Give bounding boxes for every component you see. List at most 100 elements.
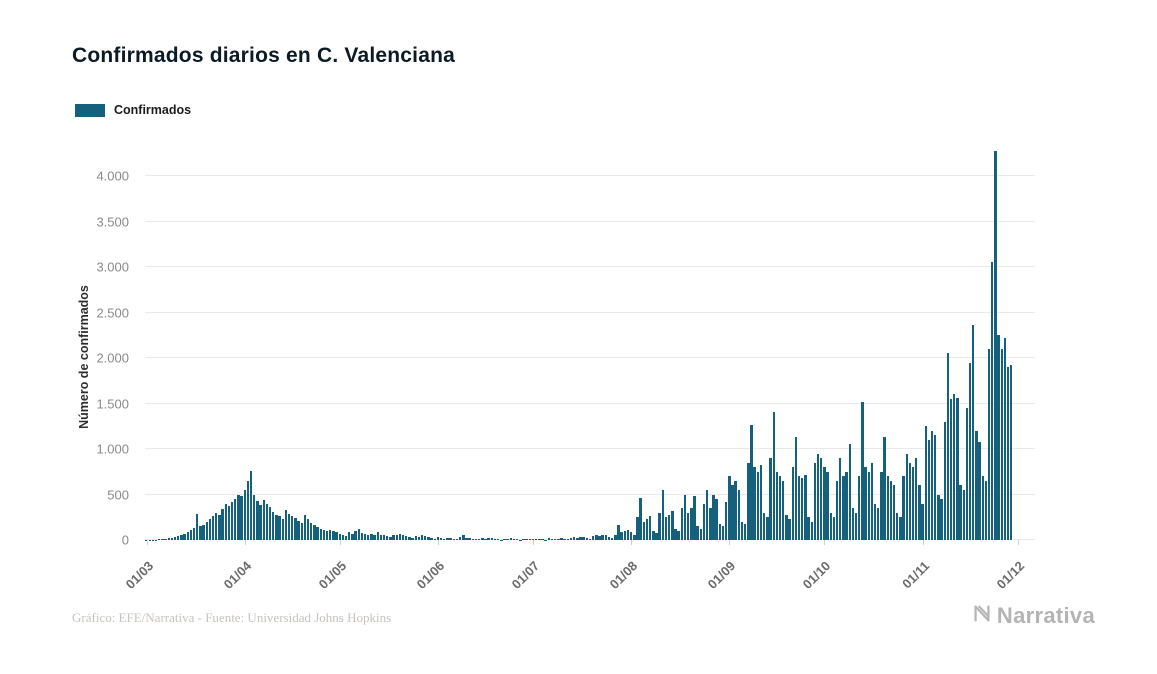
bar <box>709 508 712 540</box>
bar <box>221 509 224 540</box>
gridline <box>145 311 1035 313</box>
y-tick-label: 2.500 <box>96 305 129 321</box>
bar <box>291 516 294 540</box>
bar <box>278 516 281 540</box>
bar <box>623 530 627 540</box>
bar <box>332 530 335 540</box>
brand-name: Narrativa <box>996 602 1095 628</box>
bar <box>956 398 959 540</box>
bar <box>414 536 417 540</box>
bar <box>759 465 763 540</box>
x-tick-mark <box>146 540 148 545</box>
bar <box>401 534 405 540</box>
bar <box>813 462 817 540</box>
bar <box>655 532 658 540</box>
bar <box>645 519 649 540</box>
bar <box>563 539 566 540</box>
bar <box>642 521 646 540</box>
bar <box>576 537 579 540</box>
bar <box>965 408 969 540</box>
bar <box>699 529 703 540</box>
bar <box>756 471 760 540</box>
bar <box>858 476 861 540</box>
bar <box>528 538 531 540</box>
x-tick-label: 01/03 <box>122 558 156 592</box>
x-tick-label: 01/07 <box>508 558 543 592</box>
bar <box>604 535 608 540</box>
bar <box>294 518 297 540</box>
bar <box>810 521 813 540</box>
bar <box>997 335 1000 540</box>
bar <box>338 534 341 540</box>
bar <box>667 514 671 540</box>
bar <box>199 526 202 540</box>
bar <box>835 480 839 540</box>
bar <box>246 480 250 540</box>
bar <box>427 537 430 540</box>
x-tick-mark <box>244 540 246 545</box>
bar <box>512 538 516 540</box>
gridline <box>145 448 1035 450</box>
bar <box>601 535 604 540</box>
bar <box>867 471 870 540</box>
bar <box>237 494 240 540</box>
bar <box>215 512 218 540</box>
bar <box>173 537 177 540</box>
bar <box>953 394 956 540</box>
bar <box>762 512 766 540</box>
bar <box>927 439 931 540</box>
bar <box>934 435 937 540</box>
bar <box>712 494 715 540</box>
legend-swatch <box>75 103 105 117</box>
bar <box>192 528 196 540</box>
bar <box>452 539 455 540</box>
bar <box>968 362 972 540</box>
bar <box>873 503 877 540</box>
x-tick-label: 01/11 <box>898 558 932 592</box>
gridline <box>145 402 1035 404</box>
bar <box>889 480 893 540</box>
x-tick-label: 01/12 <box>993 558 1027 592</box>
bar <box>639 498 642 540</box>
bar <box>930 430 934 540</box>
bar <box>234 499 237 540</box>
bar <box>560 538 563 540</box>
bar <box>433 538 436 540</box>
chart-title: Confirmados diarios en C. Valenciana <box>72 44 455 67</box>
bar <box>661 489 665 540</box>
bar <box>272 511 275 540</box>
bar <box>341 535 345 540</box>
bar <box>490 538 493 540</box>
bar <box>218 514 221 540</box>
bar <box>455 539 459 540</box>
bar <box>439 538 443 540</box>
bar <box>766 517 769 540</box>
bar <box>449 538 452 540</box>
bar <box>259 505 262 540</box>
bar <box>880 471 883 540</box>
bar <box>791 467 794 540</box>
bar <box>379 534 383 540</box>
bar <box>306 519 310 540</box>
bar <box>778 476 782 540</box>
bar <box>842 476 845 540</box>
bar <box>728 476 731 540</box>
bar <box>186 531 189 540</box>
bar <box>972 325 975 540</box>
bar <box>680 508 684 540</box>
bar <box>474 539 478 540</box>
bar <box>940 499 943 540</box>
bar <box>677 530 680 540</box>
bar <box>224 503 227 540</box>
bar <box>335 531 338 540</box>
x-tick-label: 01/06 <box>413 558 448 592</box>
bar <box>1000 348 1003 540</box>
bar <box>240 496 243 540</box>
bar <box>854 512 858 540</box>
bar <box>892 485 896 540</box>
bar <box>737 489 741 540</box>
bar <box>230 501 234 540</box>
bar <box>211 516 215 540</box>
bar <box>629 531 633 540</box>
